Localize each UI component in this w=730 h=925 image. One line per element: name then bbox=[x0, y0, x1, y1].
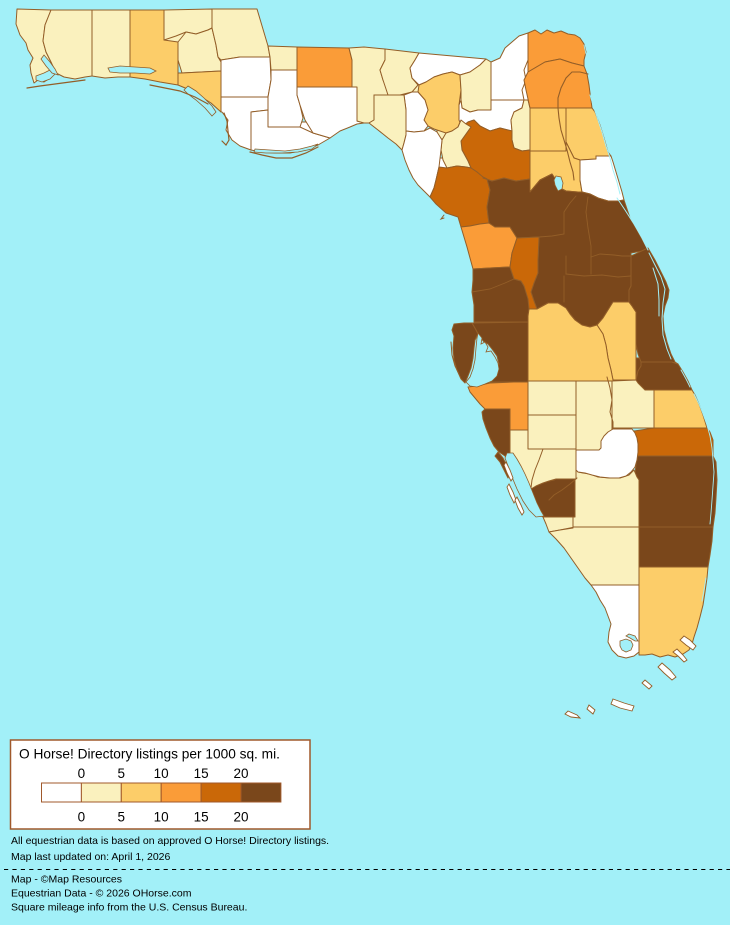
svg-text:Equestrian Data - © 2026 OHors: Equestrian Data - © 2026 OHorse.com bbox=[11, 888, 192, 900]
svg-text:All equestrian data is based o: All equestrian data is based on approved… bbox=[11, 835, 329, 847]
svg-text:Map - ©Map Resources: Map - ©Map Resources bbox=[11, 874, 122, 886]
svg-text:5: 5 bbox=[118, 766, 126, 781]
svg-text:0: 0 bbox=[78, 766, 86, 781]
svg-text:20: 20 bbox=[233, 766, 248, 781]
svg-text:Square mileage info from the U: Square mileage info from the U.S. Census… bbox=[11, 902, 247, 914]
svg-text:20: 20 bbox=[233, 810, 248, 825]
svg-text:5: 5 bbox=[118, 810, 126, 825]
svg-text:O Horse! Directory listings pe: O Horse! Directory listings per 1000 sq.… bbox=[19, 747, 280, 762]
svg-text:0: 0 bbox=[78, 810, 86, 825]
svg-text:15: 15 bbox=[194, 810, 209, 825]
svg-text:10: 10 bbox=[154, 810, 169, 825]
svg-text:Map last updated on: April 1,: Map last updated on: April 1, 2026 bbox=[11, 851, 171, 863]
svg-text:15: 15 bbox=[194, 766, 209, 781]
svg-text:10: 10 bbox=[154, 766, 169, 781]
